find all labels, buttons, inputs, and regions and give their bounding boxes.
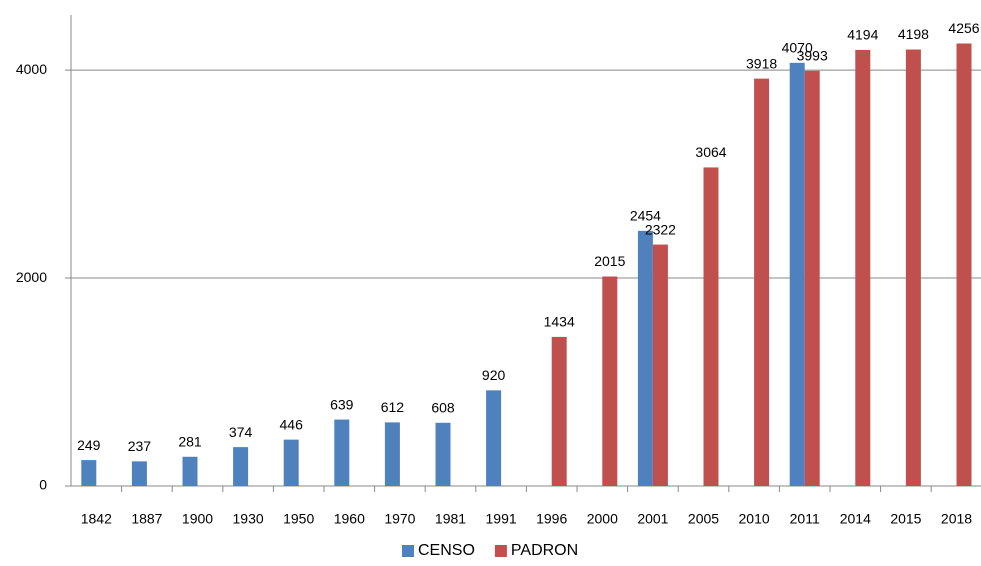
bar bbox=[637, 230, 653, 486]
legend-swatch bbox=[494, 545, 507, 557]
y-tick-label: 0 bbox=[39, 477, 47, 493]
legend-label: PADRON bbox=[511, 542, 578, 559]
bar bbox=[283, 439, 299, 486]
x-tick-label: 2000 bbox=[587, 511, 618, 527]
x-tick-label: 1930 bbox=[233, 511, 264, 527]
value-label: 4198 bbox=[898, 26, 929, 42]
y-tick-label: 4000 bbox=[16, 61, 47, 77]
x-tick-label: 1842 bbox=[81, 511, 112, 527]
bar bbox=[855, 49, 871, 487]
bar bbox=[804, 70, 820, 487]
bar bbox=[905, 49, 921, 487]
x-tick-label: 1887 bbox=[131, 511, 162, 527]
bar bbox=[182, 456, 198, 486]
value-label: 3993 bbox=[797, 48, 828, 64]
bar bbox=[435, 422, 451, 486]
x-tick-label: 2005 bbox=[688, 511, 719, 527]
value-label: 920 bbox=[482, 367, 506, 383]
bar bbox=[602, 276, 618, 486]
value-label: 446 bbox=[280, 416, 304, 432]
bar bbox=[956, 43, 972, 487]
bar bbox=[754, 78, 770, 487]
x-tick-label: 2010 bbox=[739, 511, 770, 527]
bar bbox=[551, 336, 567, 486]
x-tick-label: 2015 bbox=[890, 511, 921, 527]
bar bbox=[652, 244, 668, 486]
value-label: 612 bbox=[381, 399, 405, 415]
x-tick-label: 1981 bbox=[435, 511, 466, 527]
legend-label: CENSO bbox=[418, 542, 475, 559]
value-label: 4070 bbox=[782, 40, 813, 56]
bar bbox=[131, 461, 147, 486]
value-label: 2015 bbox=[594, 253, 625, 269]
value-label: 1434 bbox=[544, 314, 575, 330]
value-label: 4256 bbox=[948, 20, 979, 36]
x-tick-label: 1991 bbox=[486, 511, 517, 527]
x-tick-label: 2011 bbox=[790, 511, 820, 527]
x-tick-label: 2001 bbox=[637, 511, 668, 527]
x-tick-label: 1970 bbox=[384, 511, 415, 527]
value-label: 608 bbox=[431, 399, 455, 415]
value-label: 3918 bbox=[746, 55, 777, 71]
bar bbox=[81, 460, 97, 486]
bar bbox=[334, 419, 350, 486]
x-tick-label: 2018 bbox=[941, 511, 972, 527]
value-label: 237 bbox=[128, 438, 152, 454]
value-label: 4194 bbox=[847, 27, 878, 43]
x-tick-label: 2014 bbox=[840, 511, 871, 527]
value-label: 2322 bbox=[645, 221, 676, 237]
bar bbox=[789, 62, 805, 486]
value-label: 3064 bbox=[695, 144, 726, 160]
bar bbox=[233, 447, 249, 486]
bar bbox=[703, 167, 719, 486]
value-label: 249 bbox=[77, 437, 101, 453]
value-label: 281 bbox=[178, 433, 202, 449]
y-tick-label: 2000 bbox=[16, 269, 47, 285]
legend-swatch bbox=[402, 545, 414, 557]
value-label: 374 bbox=[229, 424, 253, 440]
x-tick-label: 1950 bbox=[283, 511, 314, 527]
value-label: 2454 bbox=[630, 208, 661, 224]
x-tick-label: 1960 bbox=[334, 511, 365, 527]
bar bbox=[486, 390, 502, 486]
x-tick-label: 1996 bbox=[536, 511, 567, 527]
bar bbox=[384, 422, 400, 486]
x-tick-label: 1900 bbox=[182, 511, 213, 527]
value-label: 639 bbox=[330, 396, 354, 412]
